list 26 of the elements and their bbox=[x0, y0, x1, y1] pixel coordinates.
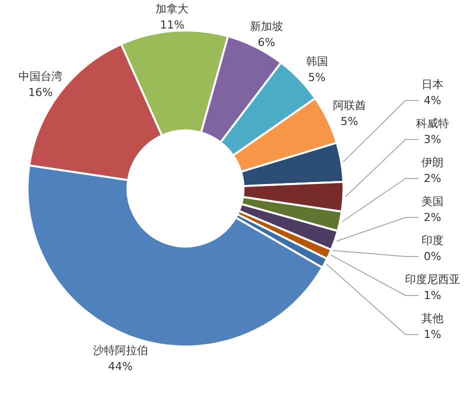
data-label: 4% bbox=[424, 94, 442, 107]
data-label: 11% bbox=[160, 18, 184, 32]
data-label: 1% bbox=[424, 289, 442, 302]
data-label: 5% bbox=[340, 115, 358, 128]
data-label: 5% bbox=[308, 70, 326, 84]
slice-label: 沙特阿拉伯 bbox=[92, 344, 148, 357]
data-label: 2% bbox=[424, 211, 442, 224]
slice-label: 美国 bbox=[422, 195, 444, 208]
slice-label: 科威特 bbox=[416, 117, 449, 130]
data-label: 6% bbox=[258, 36, 276, 49]
slice-label: 印度尼西亚 bbox=[405, 273, 460, 286]
category-label: 印度 bbox=[422, 234, 444, 247]
slice-label: 日本 bbox=[422, 78, 444, 91]
data-label: 2% bbox=[424, 172, 442, 185]
slice-label: 阿联酋 bbox=[332, 99, 366, 112]
data-label: 44% bbox=[108, 360, 133, 373]
data-label: 16% bbox=[28, 86, 53, 100]
slice-label: 中国台湾 bbox=[18, 70, 63, 84]
data-label: 1% bbox=[424, 328, 442, 341]
data-label: 3% bbox=[424, 133, 442, 146]
slice-label: 其他 bbox=[422, 312, 444, 325]
text: 0% bbox=[424, 250, 442, 263]
slice-label: 伊朗 bbox=[422, 156, 444, 169]
slice-label: 韩国 bbox=[306, 54, 328, 68]
slice-label: 加拿大 bbox=[156, 2, 189, 16]
slice-label: 新加坡 bbox=[250, 20, 283, 33]
